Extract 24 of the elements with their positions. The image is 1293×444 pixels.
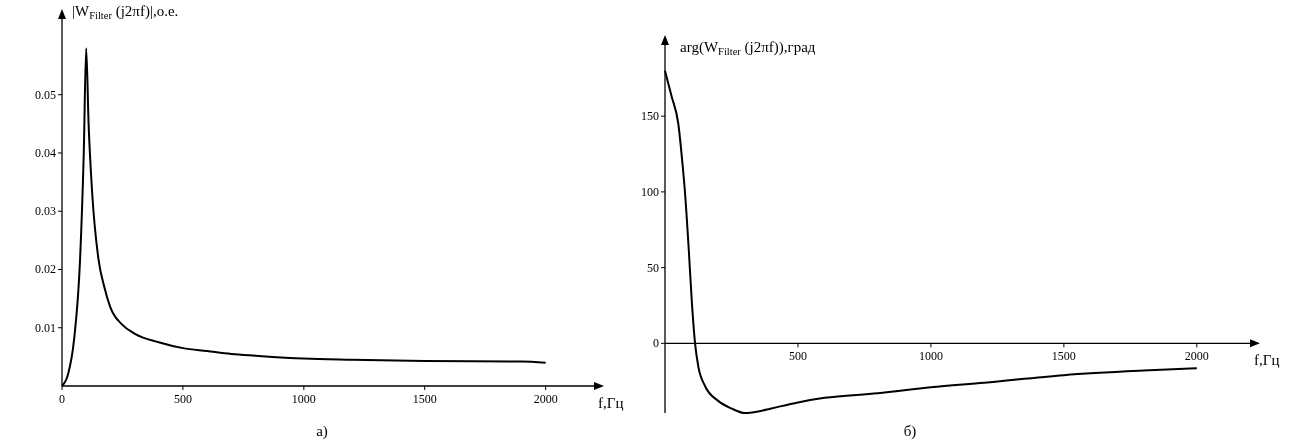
x-tick-label: 1500 — [1051, 349, 1076, 364]
y-axis-title: |W$_{Filter}$ (j2πf)|,о.е. — [72, 3, 179, 21]
x-tick-label: 2000 — [533, 392, 558, 406]
y-tick-label: 0.02 — [35, 262, 56, 277]
y-tick-label: 150 — [641, 109, 659, 124]
text: а) — [316, 423, 328, 440]
y-tick-label: 0 — [653, 336, 659, 351]
x-axis-title: f,Гц — [1254, 352, 1280, 369]
y-tick-label: 0.03 — [35, 204, 56, 219]
y-tick-label: 0.05 — [35, 87, 56, 102]
x-tick-label: 500 — [788, 349, 807, 364]
y-axis-title: arg(W$_{Filter}$ (j2πf)),град — [680, 39, 816, 57]
y-tick-label: 0.01 — [35, 320, 56, 335]
x-tick-label: 2000 — [1184, 349, 1209, 364]
x-tick-label: 1500 — [412, 392, 437, 406]
x-tick-label: 500 — [173, 392, 192, 406]
text: б) — [903, 423, 917, 440]
y-tick-label: 0.04 — [35, 145, 56, 160]
x-tick-label: 1000 — [918, 349, 943, 364]
x-tick-label: 1000 — [291, 392, 316, 406]
y-tick-label: 50 — [647, 260, 659, 275]
x-tick-label: 0 — [59, 392, 65, 406]
x-axis-title: f,Гц — [598, 395, 624, 411]
y-tick-label: 100 — [641, 184, 659, 199]
